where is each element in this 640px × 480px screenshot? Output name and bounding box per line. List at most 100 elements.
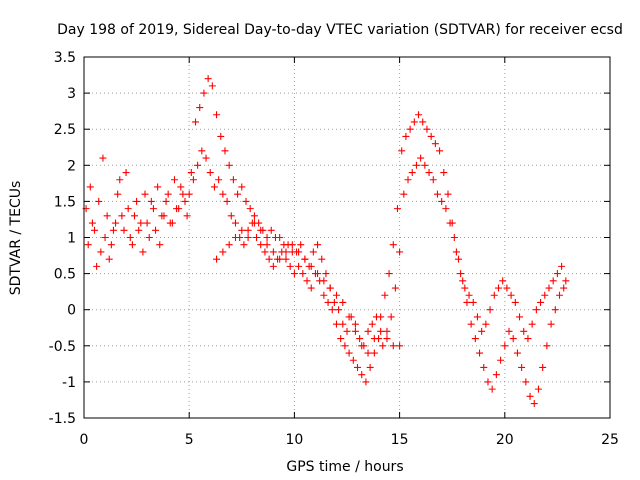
data-point-track-a [431, 140, 439, 148]
data-point-track-b [88, 219, 96, 227]
data-point-track-c [351, 327, 359, 335]
data-point-track-b [97, 248, 105, 256]
data-point-track-b [362, 378, 370, 386]
x-tick-label: 20 [496, 432, 514, 448]
data-point-track-c [244, 234, 252, 241]
data-point-track-b [366, 363, 374, 371]
data-point-track-b [400, 190, 408, 198]
data-point-track-b [261, 248, 269, 256]
data-point-track-b [509, 335, 517, 343]
data-point-track-a [545, 284, 553, 292]
data-point-track-c [339, 298, 347, 306]
data-point-track-c [396, 342, 404, 350]
data-point-track-b [408, 169, 416, 177]
data-point-track-b [210, 183, 218, 191]
data-point-track-b [109, 226, 117, 234]
data-point-track-a [246, 205, 254, 213]
data-point-track-a [242, 197, 250, 205]
data-point-track-b [324, 298, 332, 306]
data-point-track-c [383, 335, 391, 343]
data-point-track-a [402, 132, 410, 140]
data-point-track-c [250, 219, 258, 227]
data-point-track-a [461, 284, 469, 292]
data-point-track-a [343, 327, 351, 335]
data-point-track-b [446, 219, 454, 227]
data-point-track-a [91, 226, 99, 234]
data-point-track-a [141, 190, 149, 198]
data-point-track-b [421, 161, 429, 169]
data-point-track-a [457, 270, 465, 278]
data-point-track-b [412, 161, 420, 169]
data-point-track-b [345, 349, 353, 357]
data-point-track-b [379, 342, 387, 350]
data-point-track-b [560, 284, 568, 292]
data-point-track-b [126, 234, 134, 241]
data-point-track-a [238, 183, 246, 191]
y-tick-label: 1.5 [54, 194, 76, 210]
data-point-track-b [265, 255, 273, 263]
data-point-track-b [539, 363, 547, 371]
y-tick-label: 2.5 [54, 122, 76, 138]
data-point-track-b [168, 219, 176, 227]
data-point-track-a [452, 248, 460, 256]
y-axis-label: SDTVAR / TECUs [8, 181, 24, 296]
data-point-track-b [223, 197, 231, 205]
data-point-track-a [276, 234, 284, 241]
data-point-track-a [524, 335, 532, 343]
data-point-track-b [429, 176, 437, 184]
data-point-track-a [368, 320, 376, 328]
data-point-track-a [234, 190, 242, 198]
data-point-track-c [295, 248, 303, 256]
data-point-track-c [332, 291, 340, 299]
data-point-track-b [269, 262, 277, 270]
data-point-track-c [219, 248, 227, 256]
data-point-track-b [387, 313, 395, 321]
data-point-track-b [484, 378, 492, 386]
plot-frame [83, 56, 611, 419]
data-point-track-b [130, 212, 138, 220]
data-point-track-a [389, 241, 397, 249]
data-point-track-b [404, 176, 412, 184]
data-point-track-c [370, 335, 378, 343]
data-point-track-a [486, 306, 494, 314]
data-point-track-b [476, 349, 484, 357]
data-point-track-a [532, 306, 540, 314]
data-point-track-b [518, 363, 526, 371]
data-point-track-b [505, 327, 513, 335]
data-point-track-a [499, 277, 507, 285]
data-point-track-a [339, 320, 347, 328]
data-point-track-b [328, 306, 336, 314]
data-point-track-b [122, 169, 130, 177]
data-point-track-b [349, 356, 357, 364]
data-point-track-a [465, 291, 473, 299]
y-tick-label: 0.5 [54, 267, 76, 283]
data-point-track-a [516, 313, 524, 321]
data-point-track-a [170, 176, 178, 184]
data-point-track-b [354, 363, 362, 371]
data-point-track-a [335, 306, 343, 314]
data-point-track-b [551, 306, 559, 314]
data-point-track-a [562, 277, 570, 285]
data-point-track-b [425, 169, 433, 177]
data-point-track-b [240, 241, 248, 249]
data-point-track-b [143, 219, 151, 227]
y-tick-label: 3.5 [54, 50, 76, 66]
data-point-track-b [463, 298, 471, 306]
data-point-track-b [358, 371, 366, 379]
data-point-track-b [492, 371, 500, 379]
data-point-track-b [156, 241, 164, 249]
data-point-track-a [309, 248, 317, 256]
data-point-track-b [438, 197, 446, 205]
grid-layer [84, 57, 610, 418]
data-point-track-b [219, 190, 227, 198]
data-point-track-a [356, 335, 364, 343]
data-point-track-a [478, 327, 486, 335]
x-tick-label: 10 [285, 432, 303, 448]
data-point-track-a [128, 241, 136, 249]
data-point-track-b [383, 327, 391, 335]
data-point-track-b [543, 342, 551, 350]
data-point-track-b [530, 400, 538, 408]
data-point-track-c [263, 241, 271, 249]
data-point-track-c [282, 248, 290, 256]
